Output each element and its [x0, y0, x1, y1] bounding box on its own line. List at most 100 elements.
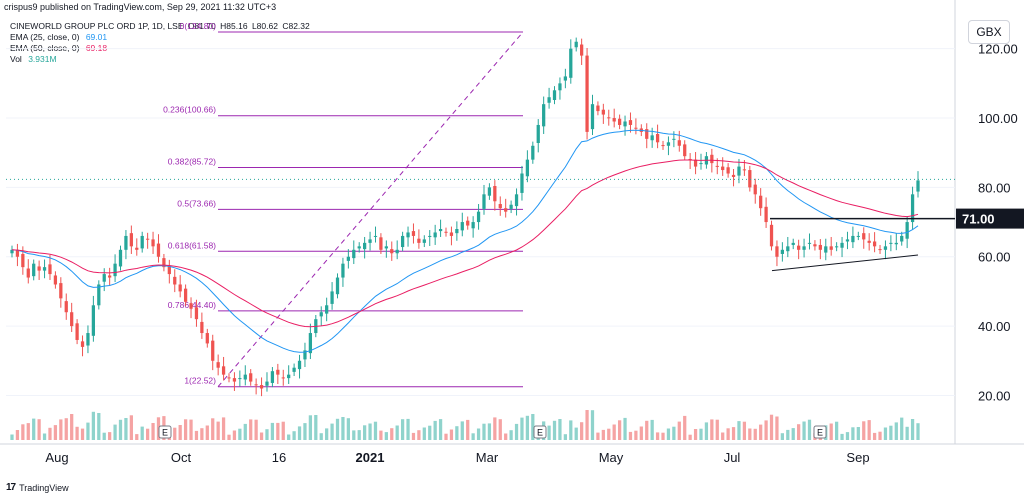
candle-body: [872, 241, 877, 247]
volume-bar: [834, 421, 839, 440]
volume-bar: [894, 422, 898, 440]
candle-body: [455, 229, 459, 234]
candle: [872, 232, 877, 253]
high-value: H85.16: [220, 21, 248, 31]
candle-body: [824, 246, 828, 253]
candle: [330, 282, 334, 310]
volume-bar: [645, 420, 649, 440]
volume-bar: [363, 425, 367, 440]
tradingview-footer[interactable]: 17 TradingView: [6, 482, 69, 493]
candle-body: [162, 258, 166, 268]
candle-body: [102, 274, 106, 282]
chart-legend: CINEWORLD GROUP PLC ORD 1P, 1D, LSE O81.…: [10, 21, 312, 65]
volume-bar: [243, 423, 247, 440]
candle-body: [276, 369, 280, 375]
volume-bar: [200, 428, 204, 440]
volume-bar: [883, 427, 888, 440]
candle: [851, 226, 855, 249]
volume-bar: [590, 410, 595, 440]
earnings-event-marker: E: [813, 425, 827, 439]
candle-body: [270, 371, 275, 383]
candle-body: [834, 246, 839, 248]
earnings-event-box: [158, 425, 172, 439]
candle-body: [661, 145, 665, 147]
volume-bar: [86, 422, 90, 440]
volume-bar: [146, 428, 150, 440]
symbol-name[interactable]: CINEWORLD GROUP PLC ORD 1P, 1D, LSE: [10, 21, 184, 31]
volume-bar: [102, 432, 106, 440]
candle: [607, 109, 611, 126]
candle-body: [319, 312, 323, 317]
candle-body: [802, 246, 806, 250]
candle: [42, 259, 47, 279]
candle-body: [75, 323, 79, 340]
candle-body: [97, 284, 101, 306]
candle: [666, 136, 671, 156]
candle: [303, 342, 307, 368]
candle: [341, 257, 345, 287]
candle-body: [357, 246, 361, 249]
candle-body: [281, 377, 285, 379]
ema50-row[interactable]: EMA (50, close, 0) 69.18: [10, 43, 312, 54]
candle: [645, 123, 649, 149]
candle: [748, 165, 752, 192]
candle-body: [471, 222, 475, 229]
ema25-label: EMA (25, close, 0): [10, 32, 80, 42]
y-tick-label: 40.00: [978, 319, 1011, 334]
candle-body: [552, 90, 557, 100]
candle-body: [878, 249, 882, 251]
candle-body: [683, 144, 687, 157]
candle-body: [862, 233, 866, 240]
candle-body: [232, 378, 237, 382]
fib-level-label: 0.618(61.58): [168, 240, 216, 250]
candle: [693, 152, 698, 175]
candle-body: [308, 333, 313, 354]
close-value: C82.32: [282, 21, 310, 31]
candle: [297, 354, 302, 379]
candle: [400, 231, 405, 252]
candle-body: [851, 235, 855, 243]
volume-bar: [59, 419, 63, 440]
candle: [699, 153, 703, 170]
candle: [775, 240, 779, 267]
candle-body: [721, 166, 725, 171]
volume-bar: [32, 418, 36, 440]
candle-body: [200, 321, 204, 334]
earnings-event-marker: E: [533, 425, 547, 439]
candle: [726, 163, 730, 178]
ema25-row[interactable]: EMA (25, close, 0) 69.01: [10, 32, 312, 43]
candle-body: [607, 117, 611, 119]
fib-level-label: 0.236(100.66): [163, 105, 216, 115]
volume-bar: [183, 419, 188, 440]
candle: [791, 238, 795, 250]
tradingview-logo-icon: 17: [6, 482, 16, 493]
candle: [417, 229, 421, 249]
candle: [802, 238, 806, 258]
candle: [373, 226, 378, 243]
currency-button[interactable]: GBX: [968, 20, 1010, 44]
candle-body: [753, 184, 757, 195]
candle: [807, 233, 812, 250]
fib-level-label: 0.5(73.66): [177, 198, 216, 208]
candle: [552, 86, 557, 105]
volume-bar: [683, 415, 687, 440]
candle: [64, 293, 68, 320]
candle: [764, 197, 768, 228]
candle-body: [129, 233, 133, 247]
volume-row[interactable]: Vol 3.931M: [10, 54, 312, 65]
candle-body: [769, 224, 774, 247]
candle-body: [482, 194, 486, 209]
candle-body: [406, 232, 410, 238]
candle-body: [70, 312, 74, 327]
candle-body: [590, 104, 595, 130]
volume-bar: [259, 432, 264, 440]
volume-bar: [715, 419, 719, 440]
volume-bar: [135, 434, 139, 440]
candle: [498, 196, 502, 216]
candle-body: [346, 256, 350, 261]
volume-bar: [357, 430, 361, 440]
candle-body: [146, 238, 150, 240]
candle: [363, 236, 367, 259]
candle: [542, 96, 546, 134]
